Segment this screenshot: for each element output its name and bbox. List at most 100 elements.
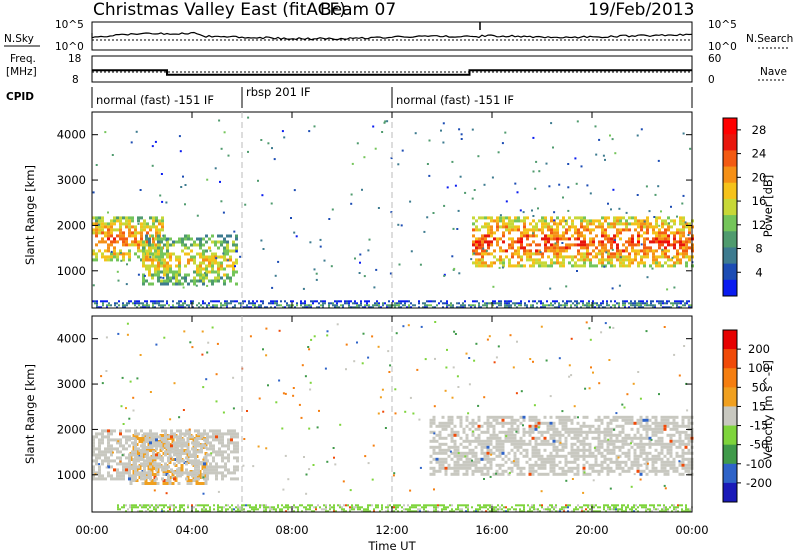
heatmap-cell (516, 466, 520, 470)
heatmap-cell (645, 436, 649, 440)
heatmap-cell (666, 433, 670, 437)
heatmap-cell (671, 510, 673, 513)
heatmap-cell (116, 258, 119, 262)
heatmap-cell (612, 442, 616, 446)
heatmap-cell (576, 421, 580, 425)
heatmap-cell (496, 225, 499, 229)
heatmap-cell (519, 421, 523, 425)
heatmap-cell (451, 504, 453, 507)
heatmap-cell (400, 224, 403, 227)
heatmap-cell (178, 267, 181, 271)
heatmap-cell (183, 452, 187, 455)
heatmap-cell (92, 222, 95, 226)
heatmap-cell (609, 506, 611, 509)
heatmap-cell (463, 504, 465, 507)
heatmap-cell (215, 453, 218, 457)
heatmap-cell (359, 506, 361, 509)
heatmap-cell (164, 438, 167, 442)
nsearch-label: N.Search (746, 33, 793, 45)
heatmap-cell (176, 441, 179, 445)
heatmap-cell (255, 508, 257, 511)
heatmap-cell (607, 508, 609, 511)
heatmap-cell (495, 442, 499, 446)
heatmap-cell (491, 504, 493, 507)
heatmap-cell (172, 300, 174, 303)
heatmap-cell (390, 211, 393, 214)
heatmap-cell (513, 439, 517, 443)
heatmap-cell (451, 510, 453, 513)
heatmap-cell (679, 228, 682, 232)
heatmap-cell (407, 510, 409, 513)
heatmap-cell (481, 264, 484, 268)
heatmap-cell (209, 510, 211, 513)
heatmap-cell (679, 216, 682, 220)
heatmap-cell (277, 260, 280, 263)
heatmap-cell (652, 300, 654, 303)
heatmap-cell (426, 300, 428, 303)
heatmap-cell (185, 456, 188, 460)
heatmap-cell (467, 506, 469, 509)
heatmap-cell (326, 330, 329, 333)
heatmap-cell (663, 427, 667, 431)
heatmap-cell (152, 302, 154, 305)
heatmap-cell (680, 302, 682, 305)
heatmap-cell (538, 300, 540, 303)
heatmap-cell (465, 451, 469, 455)
heatmap-cell (480, 451, 484, 455)
heatmap-cell (681, 508, 683, 511)
heatmap-cell (166, 249, 169, 253)
heatmap-cell (511, 264, 514, 268)
heatmap-cell (110, 225, 113, 229)
heatmap-cell (663, 508, 665, 511)
heatmap-cell (627, 433, 631, 437)
heatmap-cell (385, 510, 387, 513)
heatmap-cell (215, 257, 218, 260)
heatmap-cell (502, 234, 505, 238)
heatmap-cell (610, 243, 613, 247)
heatmap-cell (582, 491, 585, 494)
heatmap-cell (429, 466, 433, 470)
heatmap-cell (583, 510, 585, 513)
heatmap-cell (539, 251, 542, 254)
heatmap-cell (262, 248, 265, 250)
heatmap-cell (197, 429, 200, 433)
heatmap-cell (113, 216, 116, 220)
heatmap-cell (508, 219, 511, 223)
heatmap-cell (453, 463, 457, 467)
heatmap-cell (621, 403, 624, 406)
heatmap-cell (634, 228, 637, 232)
heatmap-cell (110, 438, 113, 442)
heatmap-cell (143, 477, 146, 481)
heatmap-cell (543, 466, 547, 470)
heatmap-cell (639, 421, 643, 425)
heatmap-cell (636, 304, 638, 307)
heatmap-cell (531, 510, 533, 513)
heatmap-cell (432, 418, 436, 422)
heatmap-cell (601, 249, 604, 253)
heatmap-cell (582, 304, 584, 307)
heatmap-cell (300, 302, 302, 305)
heatmap-cell (333, 508, 335, 511)
heatmap-cell (485, 510, 487, 513)
heatmap-cell (142, 264, 145, 268)
heatmap-cell (128, 471, 131, 475)
heatmap-cell (519, 508, 521, 511)
heatmap-cell (388, 371, 391, 373)
heatmap-cell (453, 330, 456, 333)
heatmap-cell (450, 436, 454, 440)
heatmap-cell (639, 436, 643, 440)
heatmap-cell (549, 436, 553, 440)
heatmap-cell (104, 131, 107, 134)
heatmap-cell (233, 508, 235, 511)
heatmap-cell (132, 396, 135, 399)
heatmap-cell (119, 474, 122, 478)
heatmap-cell (160, 240, 163, 244)
heatmap-cell (681, 460, 685, 464)
heatmap-cell (611, 287, 614, 290)
heatmap-cell (562, 246, 565, 250)
heatmap-cell (565, 249, 568, 253)
heatmap-cell (461, 504, 463, 507)
heatmap-cell (178, 300, 180, 303)
heatmap-cell (230, 435, 233, 439)
heatmap-cell (149, 441, 152, 445)
